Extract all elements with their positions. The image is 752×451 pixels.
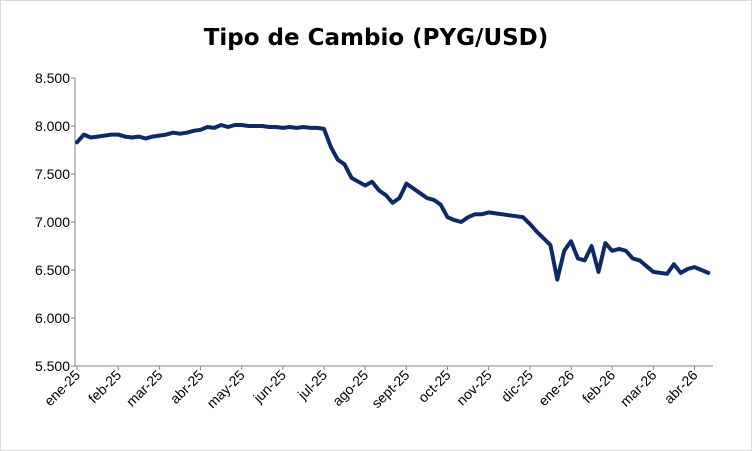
chart-title: Tipo de Cambio (PYG/USD) [204, 25, 549, 51]
y-tick-label: 8.500 [35, 70, 70, 86]
y-tick-label: 8.000 [35, 118, 70, 134]
y-tick-label: 6.000 [35, 310, 70, 326]
y-tick-label: 7.500 [35, 166, 70, 182]
y-tick-label: 7.000 [35, 214, 70, 230]
y-tick-label: 6.500 [35, 262, 70, 278]
line-series [75, 123, 711, 282]
y-tick-label: 5.500 [35, 358, 70, 374]
